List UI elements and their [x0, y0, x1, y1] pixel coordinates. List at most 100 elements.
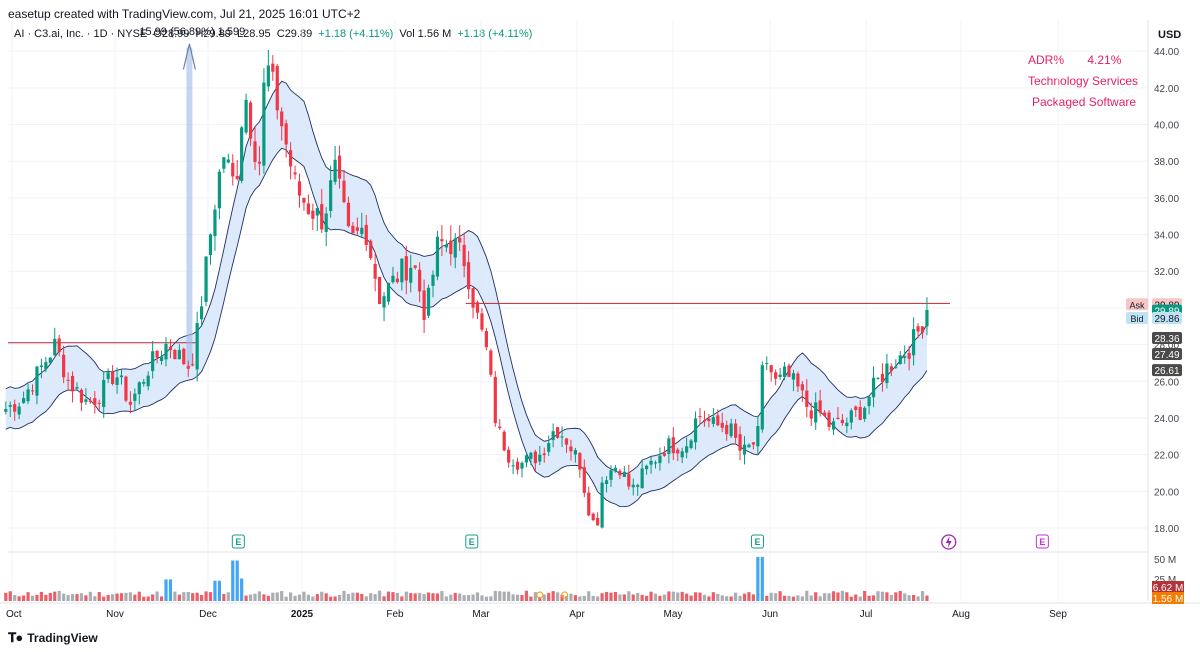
candle-body — [671, 437, 675, 454]
candle-body — [729, 423, 733, 437]
volume-bar — [564, 596, 569, 601]
symbol-legend[interactable]: AI · C3.ai, Inc. · 1D · NYSE O28.99 H29.… — [14, 28, 535, 40]
candle-body — [863, 407, 867, 419]
x-tick-label: Nov — [106, 609, 124, 620]
candle-body — [444, 244, 448, 248]
price-tag-label: Ask — [1129, 300, 1145, 310]
volume-bar — [711, 592, 715, 601]
volume-bar — [355, 592, 359, 601]
volume-bar — [426, 592, 431, 601]
y-tick-label: 26.00 — [1154, 377, 1179, 388]
candle-body — [280, 111, 284, 127]
volume-bar — [191, 593, 195, 601]
x-tick-label: Apr — [569, 609, 585, 620]
candle-body — [800, 384, 804, 391]
volume-bar — [315, 594, 319, 601]
volume-bar — [907, 595, 911, 601]
volume-bar — [449, 594, 453, 601]
volume-bar — [418, 592, 422, 601]
candle-body — [391, 275, 395, 283]
x-tick-label: 2025 — [291, 609, 314, 620]
candle-body — [907, 353, 911, 359]
volume-bar — [208, 592, 213, 601]
x-tick-label: Feb — [386, 609, 404, 620]
candle-body — [831, 421, 836, 430]
tradingview-footer[interactable]: 𝐓● TradingView — [8, 630, 98, 646]
volume-bar — [4, 592, 8, 601]
volume-bar — [671, 591, 675, 601]
candle-body — [747, 444, 751, 448]
volume-bar — [235, 560, 239, 601]
volume-bar — [320, 591, 324, 601]
volume-bar — [742, 593, 747, 601]
band-lower-line — [5, 147, 928, 508]
candle-body — [845, 422, 849, 427]
candle-body — [364, 224, 368, 245]
candle-body — [226, 159, 230, 163]
volume-bar — [391, 592, 395, 601]
volume-bar — [22, 595, 26, 601]
volume-bar — [248, 594, 253, 601]
volume-bar — [382, 596, 386, 601]
candle-body — [244, 99, 248, 133]
candle-body — [133, 393, 137, 401]
candle-body — [128, 401, 132, 405]
volume-bar — [600, 593, 604, 601]
candle-body — [111, 371, 115, 384]
volume-bar — [916, 596, 920, 601]
volume-bar — [173, 591, 177, 601]
candle-body — [382, 296, 386, 308]
candle-body — [805, 390, 809, 407]
volume-bars — [4, 556, 929, 601]
volume-bar — [222, 593, 226, 601]
candle-body — [164, 343, 168, 360]
volume-bar — [578, 596, 582, 601]
volume-bar — [39, 591, 43, 601]
ohlc-change: +1.18 (+4.11%) — [318, 28, 394, 40]
candle-body — [756, 426, 760, 447]
candle-body — [640, 468, 644, 489]
volume-bar — [62, 593, 66, 601]
candle-body — [360, 227, 364, 235]
candle-body — [689, 440, 693, 449]
candle-body — [823, 412, 827, 416]
candle-body — [667, 438, 671, 454]
candle-body — [529, 452, 533, 459]
symbol-title[interactable]: AI · C3.ai, Inc. · 1D · NYSE — [14, 28, 148, 40]
candle-body — [297, 181, 302, 196]
candle-body — [711, 417, 715, 424]
price-tag-side — [1126, 312, 1148, 325]
candle-body — [17, 406, 21, 415]
x-tick-label: Sep — [1049, 609, 1067, 620]
volume-bar — [920, 591, 925, 601]
volume-bar — [814, 592, 818, 601]
currency-label[interactable]: USD — [1158, 29, 1182, 41]
volume-tick-label: 50 M — [1154, 555, 1176, 566]
candle-body — [213, 209, 217, 237]
candle-body — [796, 373, 800, 387]
candle-body — [889, 366, 893, 371]
candle-body — [173, 350, 177, 360]
volume-bar — [609, 592, 613, 601]
candle-body — [431, 274, 435, 286]
volume-bar — [658, 595, 662, 601]
candle-body — [248, 102, 253, 139]
volume-bar — [591, 595, 595, 601]
volume-bar — [386, 591, 391, 601]
volume-bar — [747, 592, 751, 601]
candle-body — [676, 449, 680, 454]
volume-bar — [30, 595, 35, 601]
candle-body — [467, 262, 471, 290]
candle-body — [257, 161, 262, 164]
volume-bar — [106, 594, 110, 601]
candle-body — [449, 240, 453, 255]
volume-bar — [293, 595, 297, 601]
volume-bar — [551, 591, 555, 601]
candle-body — [97, 402, 101, 404]
tradingview-logo-icon: 𝐓● — [8, 630, 23, 645]
volume-bar — [765, 595, 769, 601]
candle-body — [186, 366, 190, 369]
candle-body — [400, 258, 404, 283]
y-tick-label: 18.00 — [1154, 524, 1179, 535]
